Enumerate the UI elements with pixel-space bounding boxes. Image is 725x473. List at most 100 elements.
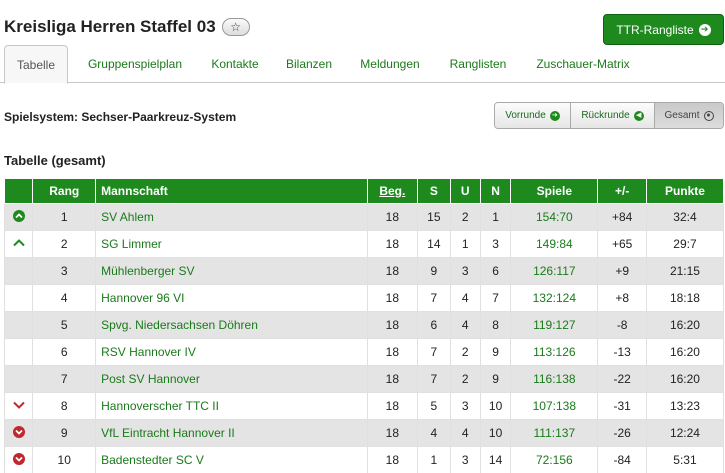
n-cell: 7 bbox=[479, 284, 512, 312]
section-title: Tabelle (gesamt) bbox=[4, 153, 106, 168]
spielsystem-label: Spielsystem: Sechser-Paarkreuz-System bbox=[4, 110, 237, 124]
s-cell: 9 bbox=[417, 257, 451, 285]
s-cell: 7 bbox=[417, 365, 451, 393]
header-u: U bbox=[449, 178, 481, 204]
table-row: 5 Spvg. Niedersachsen Döhren 18 6 4 8 119:127-… bbox=[3, 311, 725, 339]
n-cell: 6 bbox=[479, 257, 512, 285]
rang-cell: 2 bbox=[32, 230, 97, 258]
table-row: 8 Hannoverscher TTC II 18 5 3 10 107:138 -31 13:… bbox=[3, 392, 725, 420]
n-cell: 9 bbox=[479, 338, 512, 366]
table-row: 2 SG Limmer 18 14 1 3 149:84 +65 29:7 bbox=[3, 230, 725, 258]
table-row: 6 RSV Hannover IV 18 7 2 9 113:126 -13 16:20 bbox=[3, 338, 725, 366]
beg-cell: 18 bbox=[366, 230, 419, 258]
header-spiele: Spiele bbox=[510, 178, 599, 204]
beg-cell: 18 bbox=[366, 419, 419, 447]
vorrunde-label: Vorrunde bbox=[505, 110, 546, 121]
team-link[interactable]: SV Ahlem bbox=[95, 203, 368, 231]
punkte-cell: 18:18 bbox=[645, 284, 725, 312]
tendency-cell bbox=[3, 392, 34, 420]
spiele-cell: 132:124 bbox=[510, 284, 599, 312]
favorite-star-icon[interactable]: ☆ bbox=[221, 18, 250, 36]
gesamt-label: Gesamt bbox=[664, 110, 700, 121]
punkte-cell: 32:4 bbox=[645, 203, 725, 231]
team-link[interactable]: SG Limmer bbox=[95, 230, 368, 258]
u-cell: 1 bbox=[449, 230, 481, 258]
beg-cell: 18 bbox=[366, 365, 419, 393]
tab-bilanzen[interactable]: Bilanzen bbox=[276, 45, 342, 83]
team-link[interactable]: Mühlenberger SV bbox=[95, 257, 368, 285]
rang-cell: 4 bbox=[32, 284, 97, 312]
team-link[interactable]: Post SV Hannover bbox=[95, 365, 368, 393]
table-header-row: Rang Mannschaft Beg. S U N Spiele +/- Pu… bbox=[3, 178, 725, 204]
tab-tabelle[interactable]: Tabelle bbox=[4, 45, 68, 84]
vorrunde-button[interactable]: Vorrunde ➔ bbox=[495, 103, 571, 128]
u-cell: 4 bbox=[449, 311, 481, 339]
beg-cell: 18 bbox=[366, 446, 419, 473]
tab-label: Meldungen bbox=[360, 57, 420, 71]
s-cell: 4 bbox=[417, 419, 451, 447]
team-link[interactable]: Badenstedter SC V bbox=[95, 446, 368, 473]
header-s: S bbox=[417, 178, 451, 204]
spiele-cell: 119:127 bbox=[510, 311, 599, 339]
punkte-cell: 16:20 bbox=[645, 311, 725, 339]
punkte-cell: 12:24 bbox=[645, 419, 725, 447]
punkte-cell: 16:20 bbox=[645, 365, 725, 393]
rueckrunde-button[interactable]: Rückrunde ◀ bbox=[571, 103, 655, 128]
u-cell: 3 bbox=[449, 257, 481, 285]
team-link[interactable]: Spvg. Niedersachsen Döhren bbox=[95, 311, 368, 339]
rang-cell: 9 bbox=[32, 419, 97, 447]
rang-cell: 5 bbox=[32, 311, 97, 339]
team-link[interactable]: VfL Eintracht Hannover II bbox=[95, 419, 368, 447]
team-link[interactable]: Hannover 96 VI bbox=[95, 284, 368, 312]
u-cell: 3 bbox=[449, 392, 481, 420]
diff-cell: -13 bbox=[597, 338, 647, 366]
tab-bar: Tabelle Gruppenspielplan Kontakte Bilanz… bbox=[0, 45, 725, 84]
header-diff: +/- bbox=[597, 178, 647, 204]
header-beg[interactable]: Beg. bbox=[366, 178, 419, 204]
tab-zuschauer-matrix[interactable]: Zuschauer-Matrix bbox=[526, 45, 640, 83]
n-cell: 8 bbox=[479, 311, 512, 339]
beg-cell: 18 bbox=[366, 392, 419, 420]
u-cell: 2 bbox=[449, 365, 481, 393]
tendency-cell bbox=[3, 446, 34, 473]
tab-ranglisten[interactable]: Ranglisten bbox=[438, 45, 518, 83]
rang-cell: 1 bbox=[32, 203, 97, 231]
diff-cell: +65 bbox=[597, 230, 647, 258]
diff-cell: +84 bbox=[597, 203, 647, 231]
spiele-cell: 149:84 bbox=[510, 230, 599, 258]
table-row: 1 SV Ahlem 18 15 2 1 154:70 +84 32:4 bbox=[3, 203, 725, 231]
diff-cell: -8 bbox=[597, 311, 647, 339]
relegation-circle-icon bbox=[12, 425, 25, 438]
ttr-rangliste-button[interactable]: TTR-Rangliste ➔ bbox=[603, 14, 724, 45]
table-row: 9 VfL Eintracht Hannover II 18 4 4 10 111:137-… bbox=[3, 419, 725, 447]
team-link[interactable]: RSV Hannover IV bbox=[95, 338, 368, 366]
tab-gruppenspielplan[interactable]: Gruppenspielplan bbox=[74, 45, 196, 83]
beg-cell: 18 bbox=[366, 311, 419, 339]
tab-label: Kontakte bbox=[211, 57, 259, 71]
punkte-cell: 21:15 bbox=[645, 257, 725, 285]
n-cell: 10 bbox=[479, 392, 512, 420]
arrow-left-circle-icon: ◀ bbox=[633, 110, 644, 121]
punkte-cell: 29:7 bbox=[645, 230, 725, 258]
spiele-cell: 126:117 bbox=[510, 257, 599, 285]
gesamt-button[interactable]: Gesamt ● bbox=[655, 103, 723, 128]
spiele-cell: 154:70 bbox=[510, 203, 599, 231]
punkte-cell: 16:20 bbox=[645, 338, 725, 366]
tendency-cell bbox=[3, 203, 34, 231]
rang-cell: 7 bbox=[32, 365, 97, 393]
tendency-cell bbox=[3, 338, 34, 366]
tab-label: Bilanzen bbox=[285, 57, 333, 71]
tab-meldungen[interactable]: Meldungen bbox=[350, 45, 430, 83]
rang-cell: 6 bbox=[32, 338, 97, 366]
tab-label: Ranglisten bbox=[449, 57, 507, 71]
tendency-cell bbox=[3, 257, 34, 285]
header-rang: Rang bbox=[32, 178, 97, 204]
standings-table: Rang Mannschaft Beg. S U N Spiele +/- Pu… bbox=[3, 178, 725, 473]
beg-cell: 18 bbox=[366, 338, 419, 366]
table-row: 4 Hannover 96 VI 18 7 4 7 132:124 +8 18:18 bbox=[3, 284, 725, 312]
u-cell: 2 bbox=[449, 203, 481, 231]
rueckrunde-label: Rückrunde bbox=[581, 110, 630, 121]
tab-kontakte[interactable]: Kontakte bbox=[202, 45, 268, 83]
team-link[interactable]: Hannoverscher TTC II bbox=[95, 392, 368, 420]
punkte-cell: 13:23 bbox=[645, 392, 725, 420]
